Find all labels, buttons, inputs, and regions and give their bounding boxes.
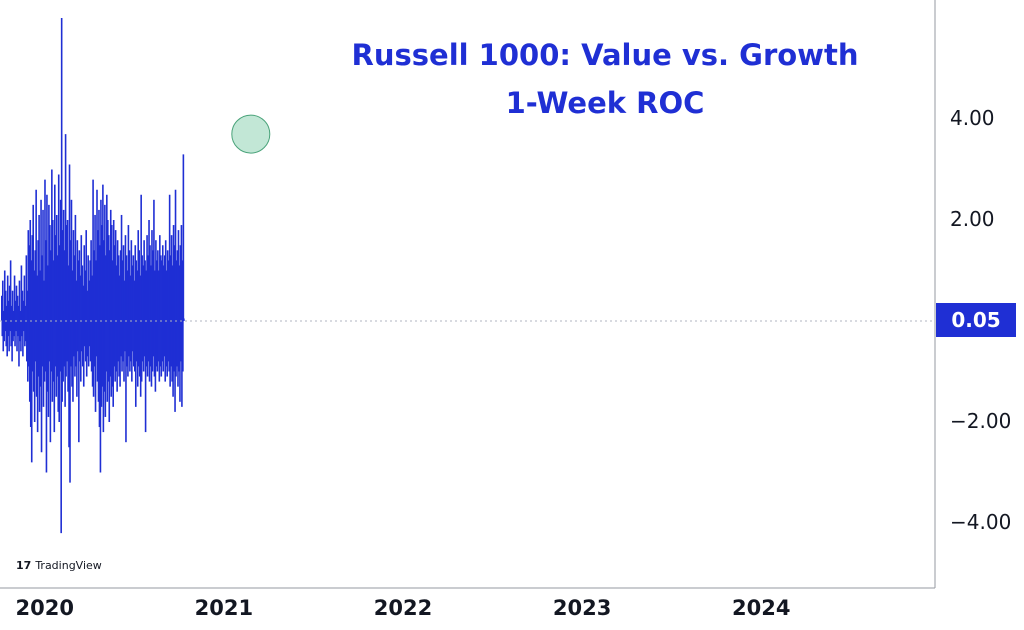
chart-subtitle: 1-Week ROC [505,86,705,120]
x-tick-label: 2020 [15,596,74,620]
x-tick-label: 2024 [732,596,791,620]
x-tick-label: 2022 [373,596,433,620]
last-value-badge: 0.05 [936,303,1016,337]
y-tick-label: 4.00 [950,106,995,130]
highlight-marker [231,114,271,154]
chart-title: Russell 1000: Value vs. Growth [351,38,859,72]
x-tick-label: 2021 [194,596,254,620]
tradingview-brand[interactable]: 17 TradingView [16,559,102,572]
y-tick-label: −2.00 [950,409,1012,433]
tradingview-label: TradingView [35,559,102,572]
y-tick-label: −4.00 [950,510,1012,534]
y-tick-label: 2.00 [950,207,995,231]
x-tick-label: 2023 [552,596,612,620]
tradingview-logo: 17 [16,559,32,572]
bar-series [0,18,185,534]
